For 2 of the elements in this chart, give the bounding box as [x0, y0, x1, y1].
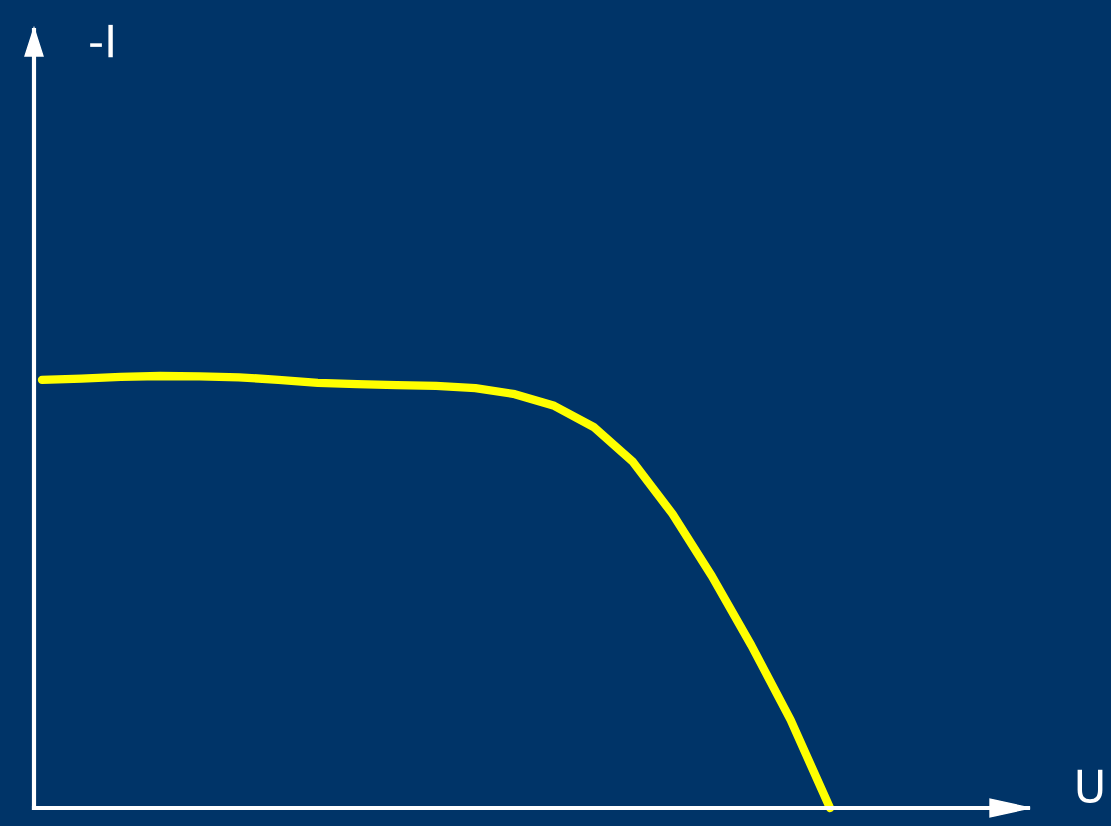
text: U — [1077, 769, 1103, 803]
text: -I — [90, 24, 113, 58]
